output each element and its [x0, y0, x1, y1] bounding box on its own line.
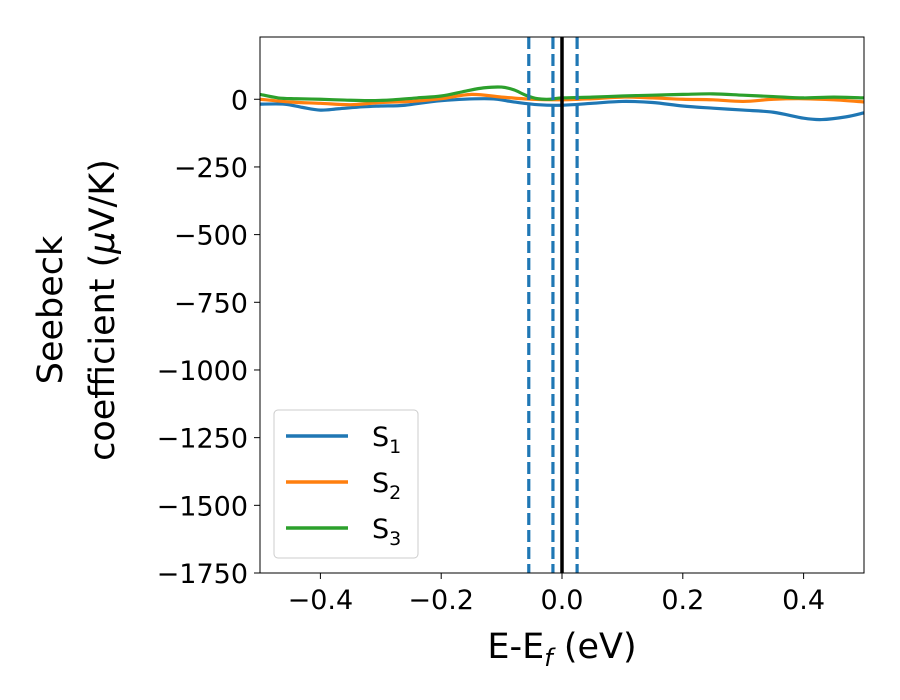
legend-box [273, 409, 419, 559]
y-axis-ticks: 0 −250 −500 −750 −1000 −1250 −1500 −1750 [157, 85, 260, 590]
y-axis-title: Seebeck coefficient (μV/K) [31, 159, 123, 461]
legend-label-s2: S2 [372, 468, 401, 504]
x-tick-label: 0.4 [782, 585, 825, 616]
reference-lines-group [527, 37, 579, 573]
x-tick-label: 0.0 [541, 585, 584, 616]
legend: S1 S2 S3 [273, 409, 419, 559]
y-tick-label: −1750 [157, 559, 248, 590]
x-axis-ticks: −0.4 −0.2 0.0 0.2 0.4 [288, 573, 825, 616]
y-tick-label: −500 [174, 221, 248, 252]
x-axis-title-unit: (eV) [553, 627, 637, 667]
y-tick-label: 0 [231, 85, 248, 116]
x-tick-label: −0.2 [408, 585, 474, 616]
x-axis-title-main: E-E [487, 627, 544, 667]
y-tick-label: −1500 [157, 491, 248, 522]
y-axis-title-line2: coefficient (μV/K) [83, 159, 123, 461]
y-axis-title-line2-main: coefficient ( [83, 254, 123, 461]
y-tick-label: −1000 [157, 356, 248, 387]
y-axis-title-mu: μ [83, 231, 123, 254]
y-tick-label: −250 [174, 153, 248, 184]
x-tick-label: 0.2 [661, 585, 704, 616]
series-line-s3 [260, 85, 864, 103]
series-line-s1 [260, 97, 864, 122]
legend-label-s1: S1 [372, 422, 401, 458]
x-axis-title: E-Ef (eV) [487, 627, 636, 672]
y-tick-label: −1250 [157, 424, 248, 455]
x-tick-label: −0.4 [288, 585, 354, 616]
y-axis-title-unit: V/K) [83, 159, 123, 231]
y-axis-title-line1: Seebeck [31, 235, 71, 384]
legend-label-s3: S3 [372, 514, 401, 550]
y-tick-label: −750 [174, 288, 248, 319]
